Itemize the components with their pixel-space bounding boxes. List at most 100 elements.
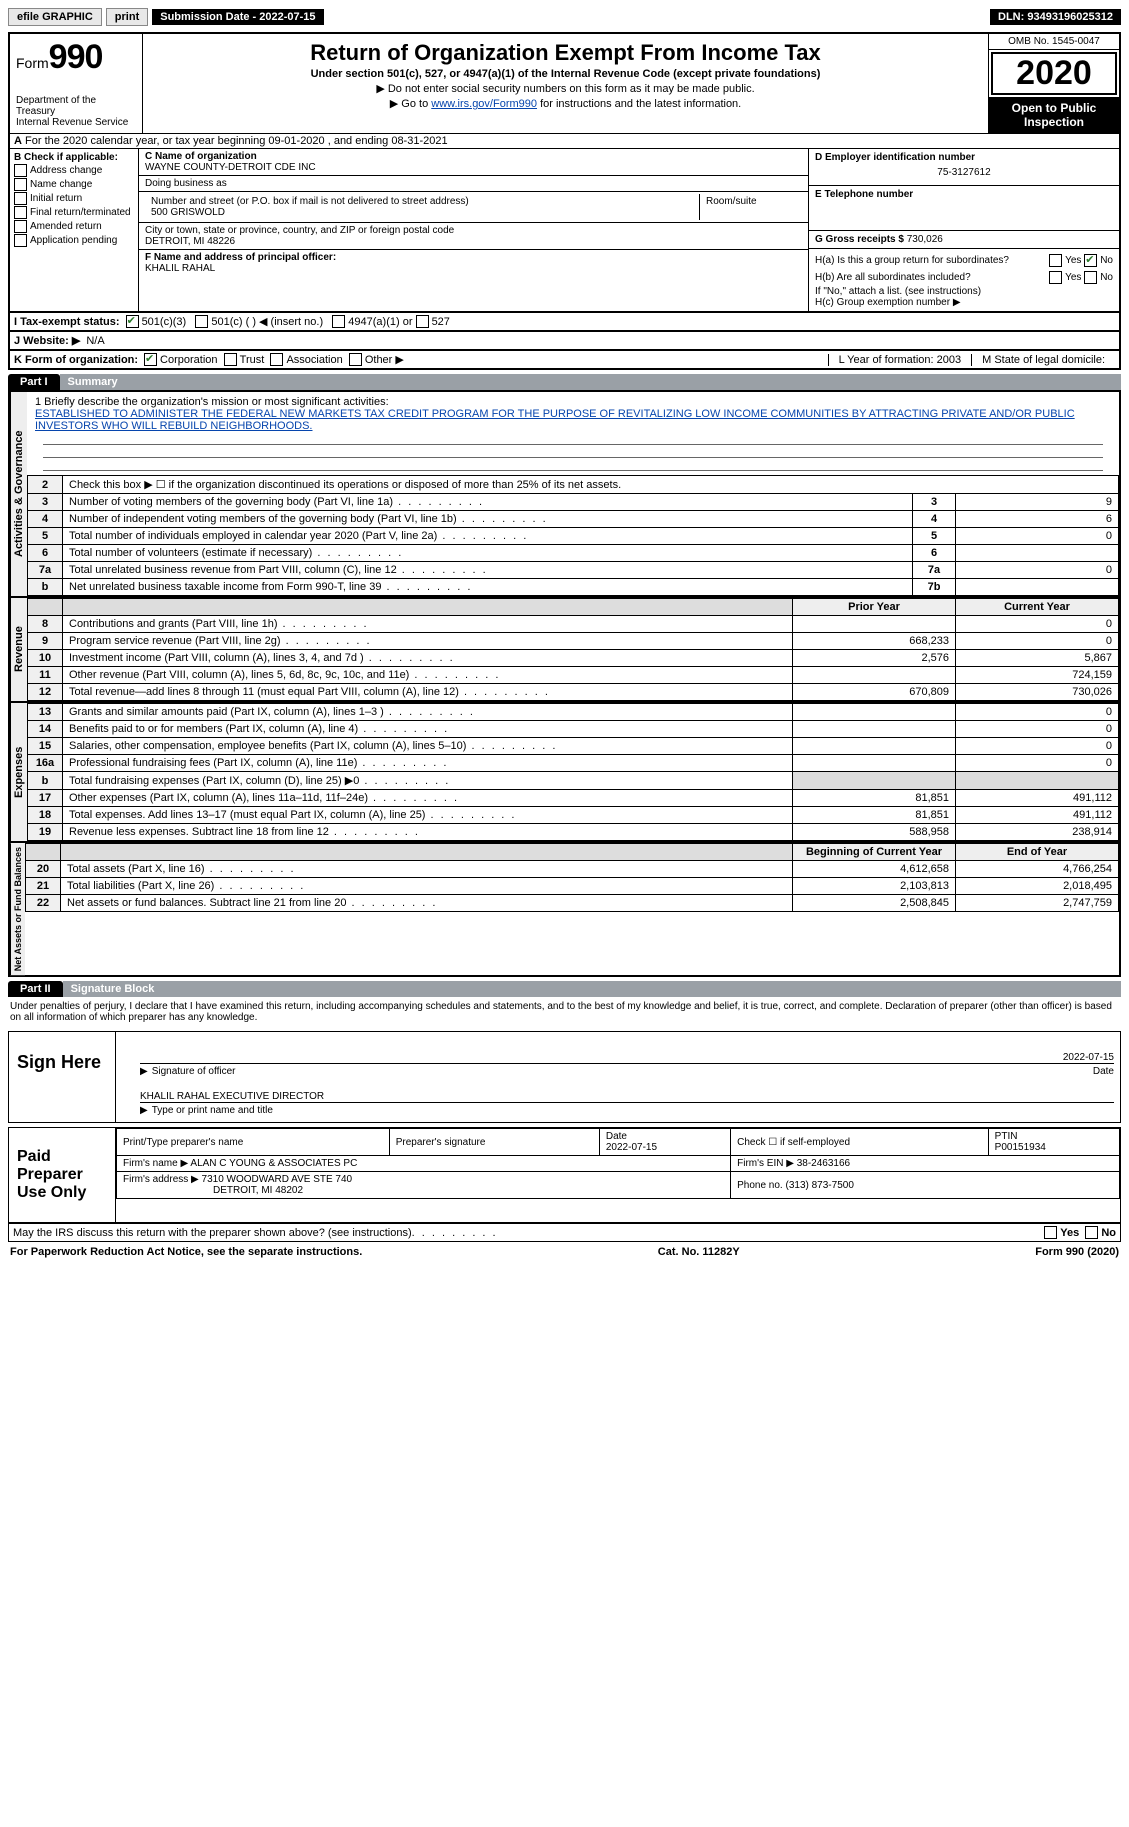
opt-527: 527 — [432, 316, 450, 328]
irs-no-checkbox[interactable] — [1085, 1226, 1098, 1239]
ha-no-checkbox[interactable] — [1084, 254, 1097, 267]
assoc-checkbox[interactable] — [270, 353, 283, 366]
amended-checkbox[interactable] — [14, 220, 27, 233]
line-a: A For the 2020 calendar year, or tax yea… — [8, 133, 1121, 149]
ptin-val: P00151934 — [995, 1142, 1046, 1153]
irs-yes-checkbox[interactable] — [1044, 1226, 1057, 1239]
part2-header: Part II Signature Block — [8, 981, 1121, 997]
e-label: E Telephone number — [815, 189, 913, 200]
ha-yes-checkbox[interactable] — [1049, 254, 1062, 267]
opt-pending: Application pending — [30, 235, 117, 246]
no-1: No — [1100, 255, 1113, 266]
opt-4947: 4947(a)(1) or — [348, 316, 412, 328]
dln-label: DLN: 93493196025312 — [990, 9, 1121, 25]
may-irs-text: May the IRS discuss this return with the… — [13, 1227, 412, 1239]
firm-addr-label: Firm's address ▶ — [123, 1174, 199, 1185]
mission-text: ESTABLISHED TO ADMINISTER THE FEDERAL NE… — [35, 408, 1111, 432]
perjury-disclaimer: Under penalties of perjury, I declare th… — [8, 997, 1121, 1027]
final-return-checkbox[interactable] — [14, 206, 27, 219]
sign-here-label: Sign Here — [9, 1032, 116, 1122]
form-header: Form990 Department of the Treasury Inter… — [8, 32, 1121, 133]
firm-label: Firm's name ▶ — [123, 1158, 188, 1169]
officer-name: KHALIL RAHAL — [145, 263, 215, 274]
footer-left: For Paperwork Reduction Act Notice, see … — [10, 1246, 362, 1258]
501c3-checkbox[interactable] — [126, 315, 139, 328]
date-label: Date — [1093, 1066, 1114, 1077]
col-b-title: B Check if applicable: — [14, 152, 118, 163]
part1-tag: Part I — [8, 374, 60, 390]
l-year: L Year of formation: 2003 — [828, 354, 972, 366]
hb-note: If "No," attach a list. (see instruction… — [815, 286, 1113, 297]
tax-year: 2020 — [991, 52, 1117, 95]
open-to-public: Open to Public Inspection — [989, 97, 1119, 133]
c-label: C Name of organization — [145, 151, 257, 162]
officer-name-sig: KHALIL RAHAL EXECUTIVE DIRECTOR — [140, 1091, 324, 1102]
d-label: D Employer identification number — [815, 152, 975, 163]
opt-corp: Corporation — [160, 354, 217, 366]
4947-checkbox[interactable] — [332, 315, 345, 328]
org-name: WAYNE COUNTY-DETROIT CDE INC — [145, 162, 316, 173]
hb-yes-checkbox[interactable] — [1049, 271, 1062, 284]
name-change-checkbox[interactable] — [14, 178, 27, 191]
yes-1: Yes — [1065, 255, 1081, 266]
expenses-table: 13Grants and similar amounts paid (Part … — [27, 703, 1119, 841]
address-change-checkbox[interactable] — [14, 164, 27, 177]
net-side-label: Net Assets or Fund Balances — [10, 843, 25, 975]
form-number: 990 — [49, 38, 103, 76]
opt-address: Address change — [30, 165, 102, 176]
tax-period: For the 2020 calendar year, or tax year … — [25, 135, 448, 147]
part2-tag: Part II — [8, 981, 63, 997]
status-row: I Tax-exempt status: 501(c)(3) 501(c) ( … — [8, 313, 1121, 332]
no-2: No — [1100, 272, 1113, 283]
firm-name: ALAN C YOUNG & ASSOCIATES PC — [190, 1158, 357, 1169]
opt-amended: Amended return — [30, 221, 102, 232]
initial-return-checkbox[interactable] — [14, 192, 27, 205]
governance-table: 2Check this box ▶ ☐ if the organization … — [27, 475, 1119, 596]
prep-h3: Date — [606, 1131, 627, 1142]
ein-value: 75-3127612 — [815, 163, 1113, 182]
revenue-table: Prior YearCurrent Year8Contributions and… — [27, 598, 1119, 701]
gov-side-label: Activities & Governance — [10, 392, 27, 596]
inst-2-post: for instructions and the latest informat… — [537, 98, 741, 110]
form-label: Form — [16, 55, 49, 71]
footer-right: Form 990 (2020) — [1035, 1246, 1119, 1258]
footer: For Paperwork Reduction Act Notice, see … — [8, 1242, 1121, 1262]
opt-501c: 501(c) ( ) ◀ (insert no.) — [211, 315, 323, 328]
app-pending-checkbox[interactable] — [14, 234, 27, 247]
phone-val: (313) 873-7500 — [786, 1180, 854, 1191]
f-label: F Name and address of principal officer: — [145, 252, 336, 263]
efile-label: efile GRAPHIC — [8, 8, 102, 26]
hc-label: H(c) Group exemption number ▶ — [815, 297, 1113, 308]
may-irs-row: May the IRS discuss this return with the… — [8, 1223, 1121, 1242]
form-subtitle: Under section 501(c), 527, or 4947(a)(1)… — [149, 68, 982, 80]
topbar: efile GRAPHIC print Submission Date - 20… — [8, 8, 1121, 26]
j-label: J Website: ▶ — [14, 334, 80, 347]
irs-link[interactable]: www.irs.gov/Form990 — [431, 98, 537, 110]
city-label: City or town, state or province, country… — [145, 225, 454, 236]
inst-2-pre: ▶ Go to — [390, 98, 431, 110]
hb-label: H(b) Are all subordinates included? — [815, 272, 1049, 283]
addr-label: Number and street (or P.O. box if mail i… — [151, 196, 469, 207]
trust-checkbox[interactable] — [224, 353, 237, 366]
paid-prep-label: Paid Preparer Use Only — [9, 1128, 116, 1222]
prep-h5: PTIN — [995, 1131, 1018, 1142]
dba-label: Doing business as — [139, 176, 808, 192]
prep-h1: Print/Type preparer's name — [117, 1129, 390, 1156]
corp-checkbox[interactable] — [144, 353, 157, 366]
part1-header: Part I Summary — [8, 374, 1121, 390]
omb-number: OMB No. 1545-0047 — [989, 34, 1119, 50]
submission-date: Submission Date - 2022-07-15 — [152, 9, 323, 25]
501c-checkbox[interactable] — [195, 315, 208, 328]
other-checkbox[interactable] — [349, 353, 362, 366]
opt-final: Final return/terminated — [30, 207, 131, 218]
rev-side-label: Revenue — [10, 598, 27, 701]
k-label: K Form of organization: — [14, 354, 138, 366]
i-label: I Tax-exempt status: — [14, 316, 120, 328]
form-title: Return of Organization Exempt From Incom… — [149, 40, 982, 66]
firm-ein-label: Firm's EIN ▶ — [737, 1158, 794, 1169]
preparer-section: Paid Preparer Use Only Print/Type prepar… — [8, 1127, 1121, 1223]
hb-no-checkbox[interactable] — [1084, 271, 1097, 284]
phone-label: Phone no. — [737, 1180, 783, 1191]
print-button[interactable]: print — [106, 8, 148, 26]
527-checkbox[interactable] — [416, 315, 429, 328]
